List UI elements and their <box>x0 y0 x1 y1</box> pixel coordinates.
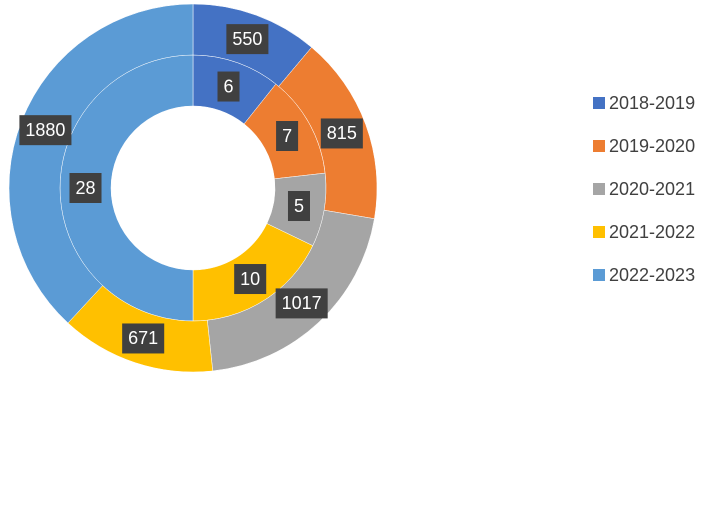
data-label-text: 5 <box>294 196 304 216</box>
legend-swatch <box>593 269 605 281</box>
data-label: 1880 <box>19 115 72 146</box>
data-label: 7 <box>276 121 299 152</box>
legend-swatch <box>593 183 605 195</box>
data-label-text: 671 <box>128 328 158 348</box>
data-label-box <box>122 323 165 354</box>
legend-swatch <box>593 140 605 152</box>
data-label-box <box>19 115 72 146</box>
data-label-box <box>320 118 363 149</box>
data-label: 10 <box>234 264 267 295</box>
data-label-text: 10 <box>240 269 260 289</box>
data-label-text: 550 <box>232 29 262 49</box>
data-label-text: 1880 <box>25 120 65 140</box>
data-label: 671 <box>122 323 165 354</box>
data-label: 6 <box>217 71 240 102</box>
data-label-text: 815 <box>327 123 357 143</box>
data-label-box <box>226 24 269 55</box>
data-label-box <box>217 71 240 102</box>
doughnut-segment <box>8 3 194 324</box>
legend-swatch <box>593 97 605 109</box>
data-label-text: 6 <box>223 76 233 96</box>
data-label-box <box>287 191 310 222</box>
data-label-box <box>69 173 102 203</box>
data-label-box <box>276 121 299 152</box>
data-label: 28 <box>69 173 102 203</box>
data-label-text: 1017 <box>282 293 322 313</box>
data-label-text: 7 <box>282 126 292 146</box>
data-label: 550 <box>226 24 269 55</box>
data-label: 815 <box>320 118 363 149</box>
legend-label: 2021-2022 <box>609 222 695 242</box>
data-label-box <box>234 264 267 295</box>
legend-label: 2022-2023 <box>609 265 695 285</box>
legend-swatch <box>593 226 605 238</box>
data-label: 5 <box>287 191 310 222</box>
data-label-box <box>275 288 328 319</box>
legend-label: 2018-2019 <box>609 93 695 113</box>
data-label: 1017 <box>275 288 328 319</box>
legend-label: 2020-2021 <box>609 179 695 199</box>
legend-label: 2019-2020 <box>609 136 695 156</box>
data-label-text: 28 <box>75 178 95 198</box>
